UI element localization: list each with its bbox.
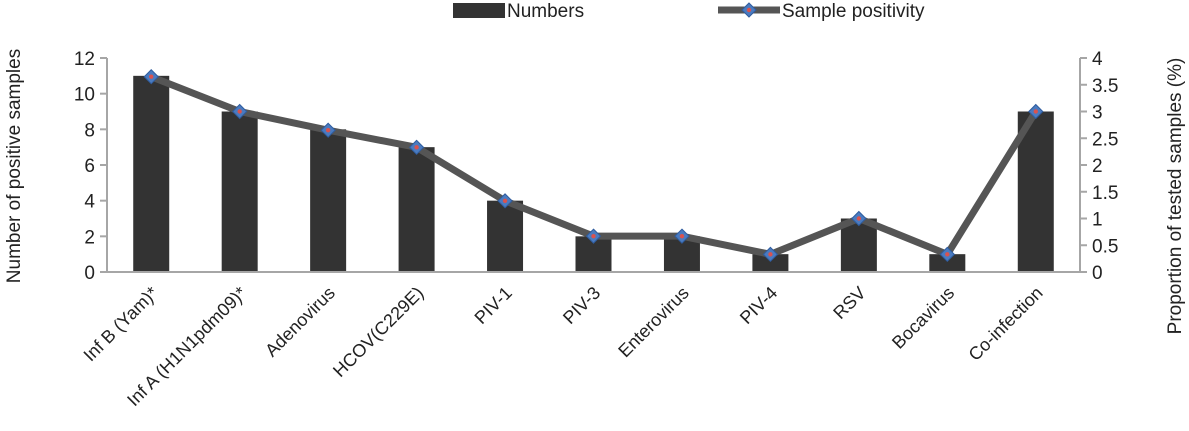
line-series [143, 69, 1044, 263]
bar [133, 75, 170, 272]
bar [398, 147, 435, 272]
left-tick-label: 12 [74, 49, 95, 70]
right-tick-label: 4 [1092, 49, 1103, 70]
category-label: Enterovirus [614, 283, 693, 362]
category-label: PIV-4 [736, 283, 781, 328]
left-tick-label: 10 [74, 85, 95, 106]
legend-bar-swatch [453, 3, 505, 18]
bar [840, 218, 877, 272]
bar [310, 129, 347, 272]
line-point-center [237, 109, 242, 114]
left-axis-title: Number of positive samples [4, 49, 25, 283]
line-point-center [325, 128, 331, 133]
line-point-center [149, 74, 154, 79]
bar [487, 200, 524, 272]
x-axis: Inf B (Yam)*Inf A (H1N1pdm09)* Adenovirus… [80, 271, 1080, 410]
category-label: Inf B (Yam)* [80, 283, 163, 366]
right-tick-label: 2.5 [1092, 129, 1118, 150]
legend-line-marker-center [746, 7, 752, 13]
line-point-center [591, 233, 596, 239]
right-tick-label: 0 [1092, 263, 1103, 284]
line-point-center [945, 252, 950, 257]
right-tick-label: 1 [1092, 210, 1103, 231]
line-point-center [768, 252, 773, 257]
legend-label-positivity: Sample positivity [782, 1, 925, 22]
bar [929, 254, 966, 272]
line-point-center [679, 233, 685, 239]
left-tick-label: 8 [84, 120, 95, 141]
line-point-center [1033, 109, 1038, 114]
left-tick-label: 6 [84, 156, 95, 177]
left-tick-label: 0 [84, 263, 95, 284]
line-point-center [414, 145, 419, 150]
legend: Numbers Sample positivity [453, 1, 925, 22]
category-label: RSV [829, 283, 869, 323]
category-label: PIV-1 [471, 283, 516, 328]
legend-label-numbers: Numbers [507, 1, 584, 22]
right-tick-label: 3.5 [1092, 76, 1118, 97]
bar [752, 254, 789, 272]
category-label: HCOV(C229E) [329, 283, 427, 381]
category-label: Adenovirus [261, 283, 339, 361]
right-tick-label: 1.5 [1092, 183, 1118, 204]
bar [221, 111, 258, 272]
left-y-axis: 0 2 4 6 8 10 12 [74, 49, 108, 284]
line-point-center [502, 198, 508, 204]
right-y-axis: 0 0.5 1 1.5 2 2.5 3 3.5 4 [1079, 49, 1118, 284]
category-label: PIV-3 [559, 283, 604, 328]
left-tick-label: 2 [84, 227, 95, 248]
category-label: Co-infection [965, 283, 1047, 365]
right-tick-label: 2 [1092, 156, 1103, 177]
bar [1017, 111, 1054, 272]
right-tick-label: 0.5 [1092, 236, 1118, 257]
positivity-line [149, 73, 1039, 258]
left-tick-label: 4 [84, 192, 95, 213]
category-label: Bocavirus [888, 283, 958, 353]
right-axis-title: Proportion of tested samples (%) [1165, 58, 1186, 335]
right-tick-label: 3 [1092, 103, 1103, 124]
line-point-center [856, 216, 862, 221]
